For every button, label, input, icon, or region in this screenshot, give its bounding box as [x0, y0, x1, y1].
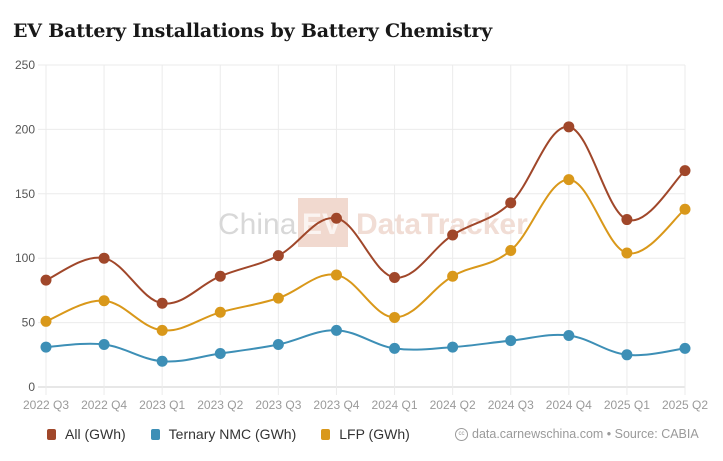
x-tick-label: 2022 Q4: [81, 398, 127, 412]
data-point-ternary-nmc[interactable]: [330, 324, 342, 336]
data-point-all[interactable]: [330, 212, 342, 224]
data-point-ternary-nmc[interactable]: [40, 341, 52, 353]
x-tick-label: 2022 Q3: [23, 398, 69, 412]
series-lfp: [40, 174, 691, 336]
legend-item-ternary-nmc[interactable]: Ternary NMC (GWh): [150, 426, 297, 442]
source-link[interactable]: data.carnewschina.com • Source: CABIA: [472, 427, 699, 441]
legend-label-ternary-nmc: Ternary NMC (GWh): [168, 426, 297, 442]
data-point-all[interactable]: [214, 270, 226, 282]
data-point-lfp[interactable]: [505, 244, 517, 256]
data-point-ternary-nmc[interactable]: [98, 338, 110, 350]
data-point-lfp[interactable]: [156, 324, 168, 336]
x-tick-label: 2024 Q4: [546, 398, 592, 412]
data-point-all[interactable]: [679, 165, 691, 177]
x-tick-label: 2025 Q2: [662, 398, 708, 412]
data-point-lfp[interactable]: [447, 270, 459, 282]
legend-label-all: All (GWh): [65, 426, 126, 442]
chart-title: EV Battery Installations by Battery Chem…: [13, 20, 493, 42]
y-axis: 0 50 100 150 200 250: [15, 58, 35, 394]
x-tick-label: 2024 Q3: [488, 398, 534, 412]
data-point-all[interactable]: [563, 121, 575, 133]
y-tick-label: 150: [15, 187, 35, 201]
legend-item-all[interactable]: All (GWh): [47, 426, 126, 442]
data-point-ternary-nmc[interactable]: [389, 342, 401, 354]
data-point-lfp[interactable]: [679, 203, 691, 215]
data-point-all[interactable]: [389, 272, 401, 284]
series-all: [40, 121, 691, 309]
data-point-lfp[interactable]: [330, 269, 342, 281]
y-tick-label: 250: [15, 58, 35, 72]
x-tick-label: 2023 Q3: [255, 398, 301, 412]
data-point-ternary-nmc[interactable]: [214, 348, 226, 360]
data-point-all[interactable]: [98, 252, 110, 264]
x-axis: 2022 Q3 2022 Q4 2023 Q1 2023 Q2 2023 Q3 2023 …: [23, 398, 708, 412]
data-point-all[interactable]: [505, 197, 517, 209]
legend-swatch-lfp: [321, 428, 331, 440]
x-tick-label: 2024 Q1: [372, 398, 418, 412]
data-point-lfp[interactable]: [621, 247, 633, 259]
data-point-ternary-nmc[interactable]: [505, 335, 517, 347]
legend-item-lfp[interactable]: LFP (GWh): [321, 426, 410, 442]
y-tick-label: 100: [15, 251, 35, 265]
data-point-lfp[interactable]: [40, 315, 52, 327]
watermark-china: China: [218, 208, 297, 241]
series-line-ternary-nmc: [45, 329, 686, 363]
source-note: cc data.carnewschina.com • Source: CABIA: [455, 427, 699, 441]
data-point-all[interactable]: [621, 214, 633, 226]
x-tick-label: 2025 Q1: [604, 398, 650, 412]
x-tick-label: 2023 Q1: [139, 398, 185, 412]
y-tick-label: 0: [28, 380, 35, 394]
creative-commons-icon: cc: [455, 427, 468, 441]
data-point-ternary-nmc[interactable]: [563, 329, 575, 341]
data-point-all[interactable]: [40, 274, 52, 286]
data-point-lfp[interactable]: [98, 295, 110, 307]
data-point-ternary-nmc[interactable]: [156, 355, 168, 367]
watermark-datatracker: DataTracker: [356, 208, 528, 241]
data-point-lfp[interactable]: [214, 306, 226, 318]
legend-swatch-ternary-nmc: [150, 428, 160, 440]
x-tick-label: 2023 Q2: [197, 398, 243, 412]
watermark: China EV DataTracker: [218, 198, 528, 247]
data-point-all[interactable]: [272, 250, 284, 262]
series-group: [40, 121, 691, 367]
data-point-ternary-nmc[interactable]: [621, 349, 633, 361]
data-point-all[interactable]: [447, 229, 459, 241]
series-line-lfp: [45, 178, 686, 332]
legend-swatch-all: [47, 428, 56, 440]
x-tick-label: 2024 Q2: [430, 398, 476, 412]
data-point-ternary-nmc[interactable]: [679, 342, 691, 354]
legend-label-lfp: LFP (GWh): [339, 426, 410, 442]
data-point-lfp[interactable]: [272, 292, 284, 304]
data-point-lfp[interactable]: [389, 311, 401, 323]
legend: All (GWh) Ternary NMC (GWh) LFP (GWh): [47, 426, 435, 442]
data-point-lfp[interactable]: [563, 174, 575, 186]
y-tick-label: 200: [15, 122, 35, 136]
y-tick-label: 50: [22, 316, 36, 330]
data-point-ternary-nmc[interactable]: [447, 341, 459, 353]
x-tick-label: 2023 Q4: [313, 398, 359, 412]
data-point-ternary-nmc[interactable]: [272, 338, 284, 350]
data-point-all[interactable]: [156, 297, 168, 309]
series-ternary-nmc: [40, 324, 691, 367]
